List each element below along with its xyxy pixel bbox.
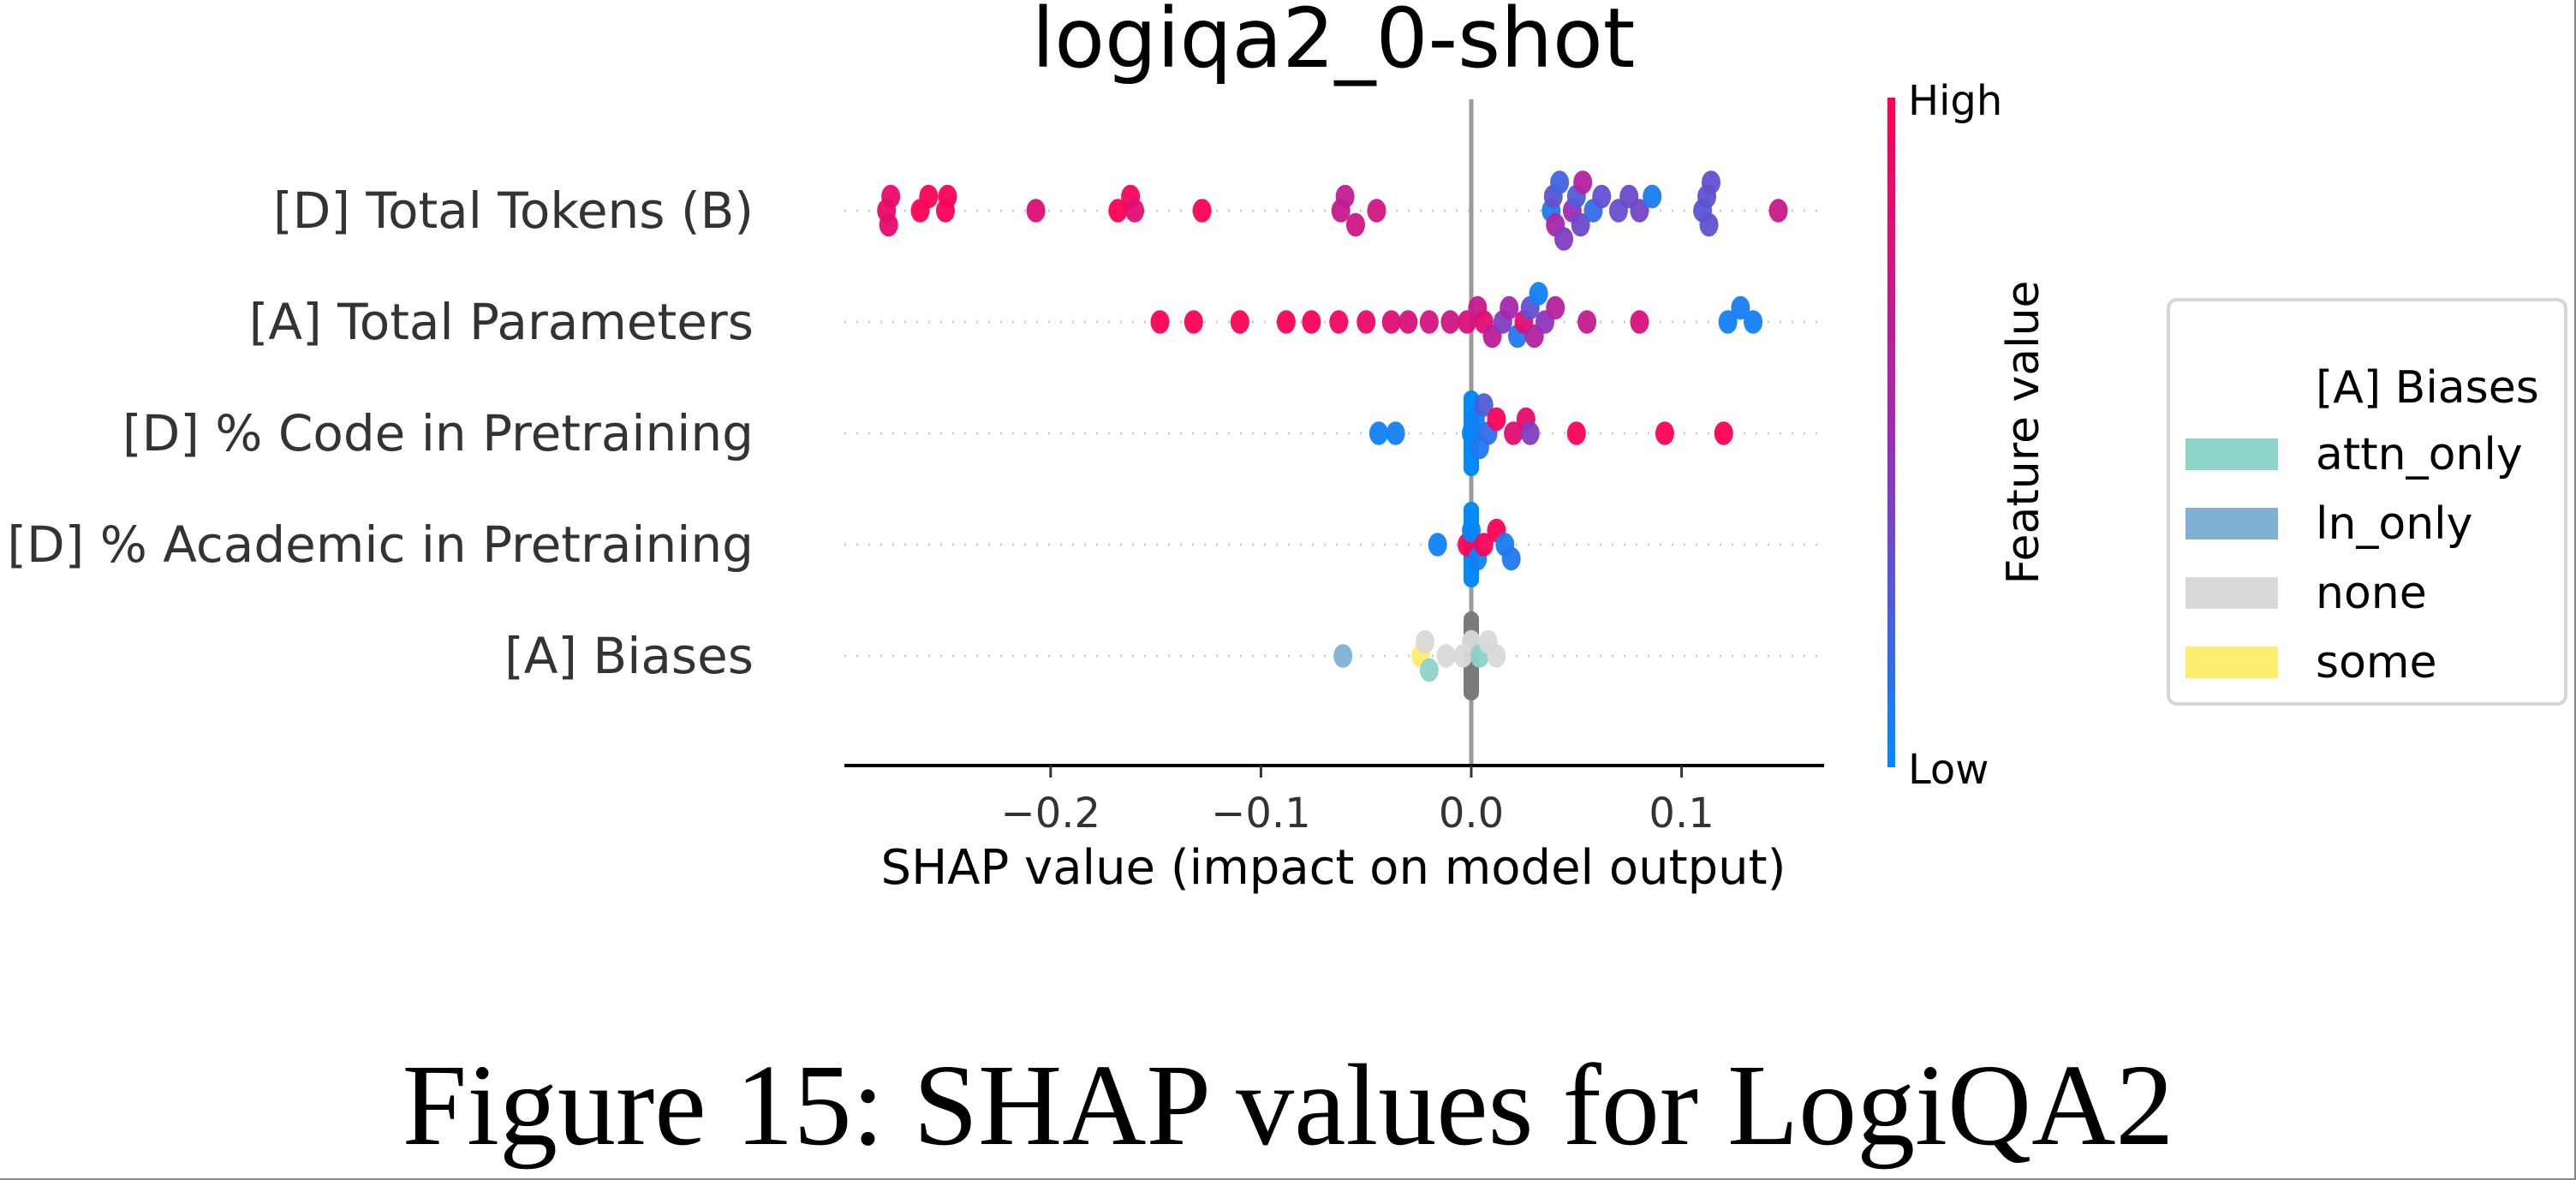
shap-point <box>1529 282 1548 306</box>
shap-point <box>938 184 957 209</box>
shap-point <box>1744 310 1763 334</box>
feature-labels: [D] Total Tokens (B) [A] Total Parameters… <box>7 182 754 685</box>
shap-point <box>1150 310 1170 334</box>
feature-label: [D] % Academic in Pretraining <box>7 516 754 574</box>
feature-gridlines <box>844 209 1824 658</box>
x-ticks: −0.2 −0.1 0.0 0.1 <box>1001 766 1714 837</box>
legend-swatch <box>2185 438 2278 470</box>
shap-point <box>879 212 898 237</box>
legend-swatch <box>2185 508 2278 539</box>
chart-title: logiqa2_0-shot <box>1032 0 1636 86</box>
shap-point <box>1386 421 1405 445</box>
shap-point <box>1500 295 1519 320</box>
shap-point <box>1550 170 1570 194</box>
shap-point <box>1554 227 1574 251</box>
shap-point <box>1302 310 1321 334</box>
shap-point <box>919 184 939 209</box>
shap-point <box>1192 199 1212 223</box>
shap-point <box>1367 199 1386 223</box>
shap-point <box>1381 310 1401 334</box>
shap-point <box>1440 310 1460 334</box>
shap-point <box>1520 421 1540 445</box>
legend-entry-label: attn_only <box>2316 429 2523 480</box>
shap-points <box>877 170 1788 682</box>
shap-point <box>1428 533 1447 557</box>
shap-point <box>1474 533 1494 557</box>
shap-point <box>1108 199 1128 223</box>
shap-point <box>1571 212 1590 237</box>
feature-label: [D] Total Tokens (B) <box>273 182 754 240</box>
shap-point <box>1573 170 1593 194</box>
shap-point <box>1577 310 1597 334</box>
shap-point <box>1329 310 1349 334</box>
shap-point <box>1026 199 1046 223</box>
shap-point <box>1419 310 1439 334</box>
legend-swatch <box>2185 647 2278 678</box>
shap-point <box>1504 421 1524 445</box>
shap-point <box>1487 407 1506 432</box>
shap-point <box>1333 644 1353 668</box>
feature-label: [A] Biases <box>504 627 754 685</box>
shap-point <box>1276 310 1296 334</box>
legend-swatch <box>2185 577 2278 609</box>
shap-point <box>1419 658 1439 682</box>
shap-point <box>1655 421 1674 445</box>
shap-point <box>1357 310 1376 334</box>
x-tick-label: 0.0 <box>1439 790 1504 837</box>
colorbar-title: Feature value <box>1998 280 2049 584</box>
legend-entry-label: ln_only <box>2316 498 2472 550</box>
shap-point <box>1630 199 1649 223</box>
feature-label: [A] Total Parameters <box>249 293 754 351</box>
shap-point <box>1474 393 1494 417</box>
shap-point <box>1368 421 1388 445</box>
shap-point <box>1701 170 1720 194</box>
colorbar <box>1887 98 1895 767</box>
shap-point <box>1592 184 1612 209</box>
colorbar-high-label: High <box>1908 77 2002 125</box>
legend-title: [A] Biases <box>2316 362 2539 414</box>
shap-point <box>1230 310 1249 334</box>
shap-point <box>1462 518 1481 543</box>
x-tick-label: 0.1 <box>1649 790 1714 837</box>
shap-point <box>1714 421 1733 445</box>
feature-label: [D] % Code in Pretraining <box>122 404 754 462</box>
shap-point <box>1630 310 1649 334</box>
shap-point <box>1501 546 1521 571</box>
shap-point <box>881 184 901 209</box>
shap-point <box>1546 295 1565 320</box>
shap-point <box>1184 310 1203 334</box>
shap-point <box>1768 199 1788 223</box>
shap-point <box>1415 629 1434 654</box>
shap-point <box>1487 644 1506 668</box>
shap-point <box>1643 184 1662 209</box>
x-tick-label: −0.1 <box>1211 790 1311 837</box>
x-axis-label: SHAP value (impact on model output) <box>881 840 1786 896</box>
shap-point <box>1718 310 1738 334</box>
shap-point <box>1731 295 1750 320</box>
figure-caption: Figure 15: SHAP values for LogiQA2 <box>402 1041 2174 1170</box>
x-tick-label: −0.2 <box>1001 790 1101 837</box>
shap-point <box>1566 421 1586 445</box>
shap-point <box>1125 199 1145 223</box>
shap-point <box>1345 212 1365 237</box>
legend-entry-label: some <box>2316 637 2437 688</box>
legend-entry-label: none <box>2316 568 2427 619</box>
shap-point <box>1436 644 1456 668</box>
shap-point <box>1699 212 1719 237</box>
shap-point <box>1398 310 1418 334</box>
shap-point <box>1335 184 1355 209</box>
colorbar-low-label: Low <box>1908 746 1989 794</box>
